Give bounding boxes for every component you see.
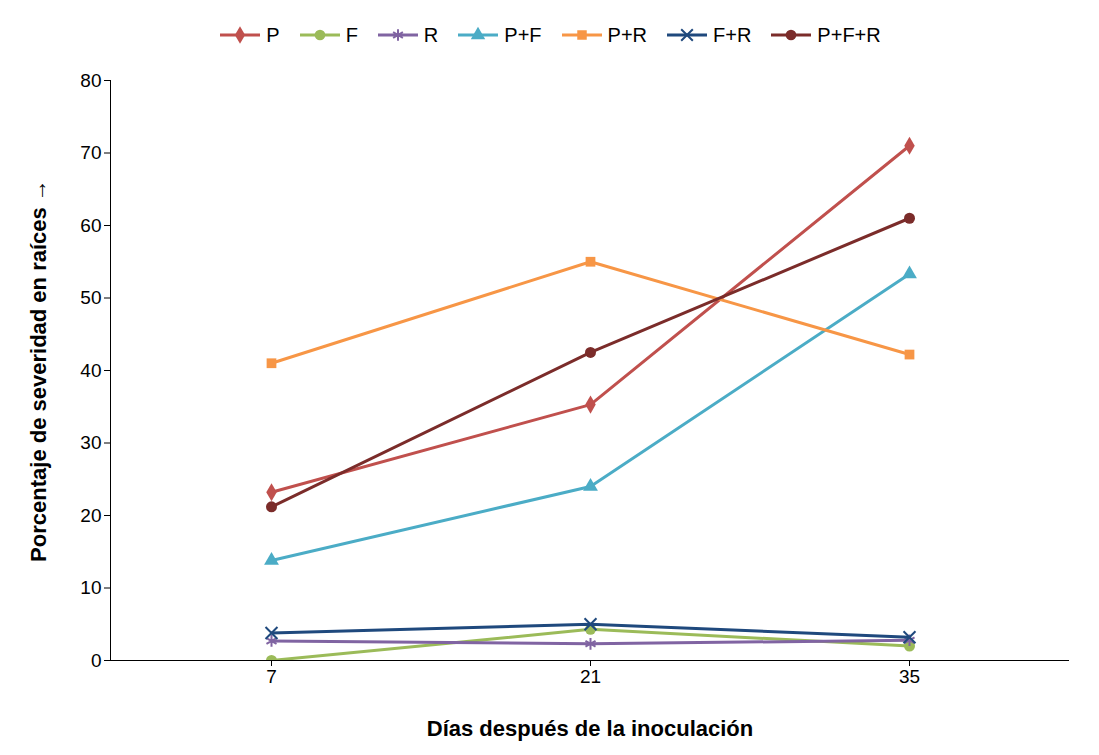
svg-text:21: 21 bbox=[580, 666, 601, 687]
svg-text:35: 35 bbox=[899, 666, 920, 687]
svg-text:40: 40 bbox=[80, 360, 101, 381]
svg-text:10: 10 bbox=[80, 577, 101, 598]
html-text:R: R bbox=[423, 23, 439, 46]
svg-text:7: 7 bbox=[266, 666, 277, 687]
svg-text:60: 60 bbox=[80, 215, 101, 236]
svg-text:20: 20 bbox=[80, 505, 101, 526]
svg-text:Días después de la inoculación: Días después de la inoculación bbox=[427, 716, 753, 741]
svg-text:80: 80 bbox=[80, 70, 101, 91]
svg-text:50: 50 bbox=[80, 287, 101, 308]
html-text:F+R: F+R bbox=[713, 23, 752, 46]
html-text:F: F bbox=[345, 23, 358, 46]
html-text:P+F+R: P+F+R bbox=[817, 23, 881, 46]
svg-text:70: 70 bbox=[80, 142, 101, 163]
html-text:P+F: P+F bbox=[504, 23, 542, 46]
svg-text:30: 30 bbox=[80, 432, 101, 453]
html-text:P: P bbox=[266, 23, 280, 46]
svg-text:Porcentaje de severidad en raí: Porcentaje de severidad en raíces → bbox=[26, 179, 51, 562]
svg-text:0: 0 bbox=[91, 650, 102, 671]
html-text:P+R: P+R bbox=[607, 23, 647, 46]
